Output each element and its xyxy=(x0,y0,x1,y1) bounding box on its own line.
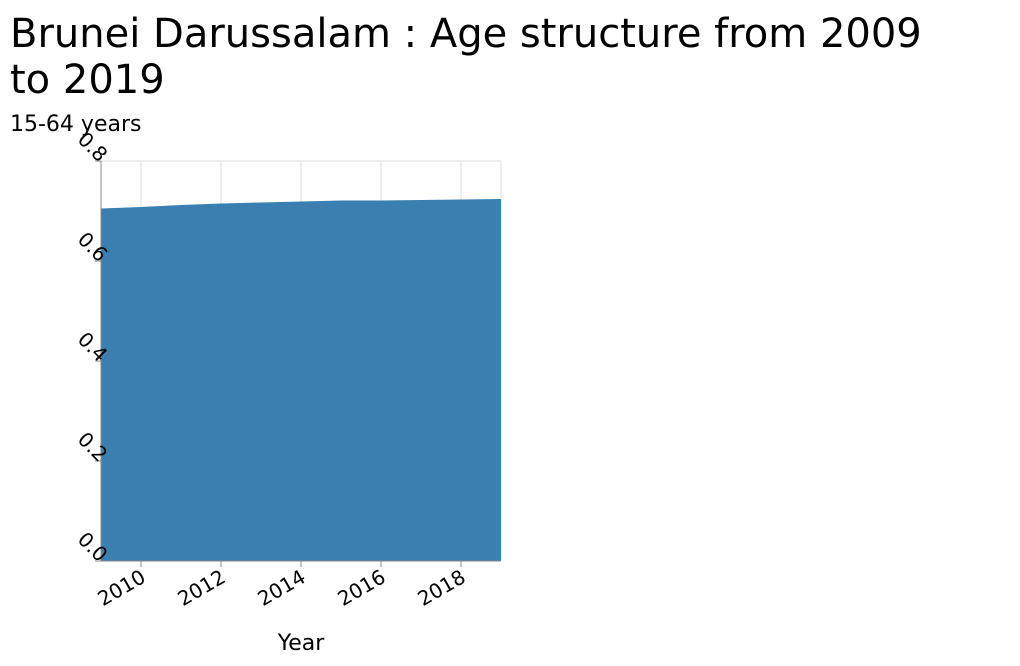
x-tick-label: 2014 xyxy=(253,565,309,611)
y-axis-label: 15-64 years xyxy=(10,112,142,137)
x-axis-ticks: 2010 2012 2014 2016 2018 xyxy=(93,561,470,611)
x-tick-label: 2018 xyxy=(413,565,469,611)
x-axis-label: Year xyxy=(277,631,326,656)
area-fill xyxy=(101,199,501,561)
x-tick-label: 2010 xyxy=(93,565,149,611)
x-tick-label: 2012 xyxy=(173,565,229,611)
chart-title-line-1: Brunei Darussalam : Age structure from 2… xyxy=(10,11,922,57)
area-series xyxy=(101,199,501,561)
chart-title-line-2: to 2019 xyxy=(10,57,165,103)
x-tick-label: 2016 xyxy=(333,565,389,611)
